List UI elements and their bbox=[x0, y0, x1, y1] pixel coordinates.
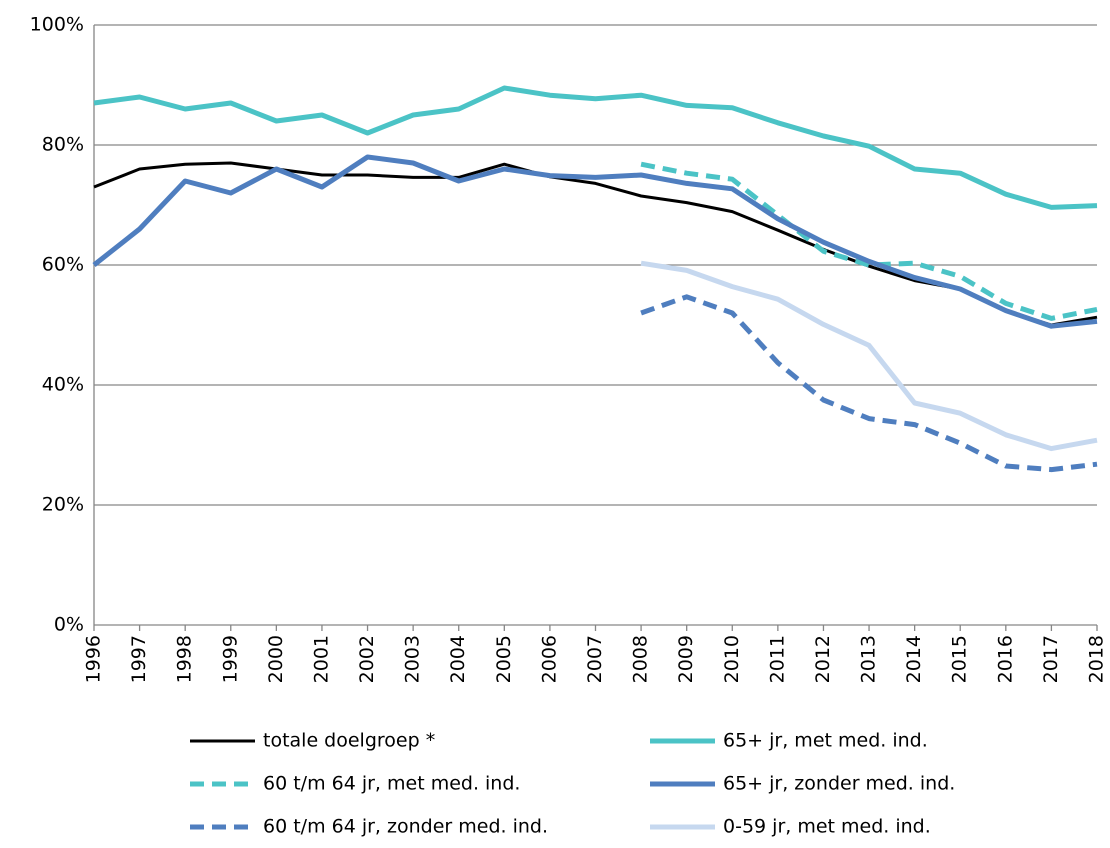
x-tick-label: 2017 bbox=[1040, 635, 1062, 683]
legend-label: 65+ jr, zonder med. ind. bbox=[723, 773, 955, 795]
x-tick-label: 2009 bbox=[675, 635, 697, 683]
x-tick-label: 2015 bbox=[949, 635, 971, 683]
x-tick-label: 1997 bbox=[128, 635, 150, 683]
legend-label: 0-59 jr, met med. ind. bbox=[723, 816, 931, 838]
legend-label: 60 t/m 64 jr, zonder med. ind. bbox=[263, 816, 548, 838]
y-tick-label: 0% bbox=[54, 614, 84, 636]
x-tick-label: 2001 bbox=[310, 635, 332, 683]
y-tick-label: 80% bbox=[42, 134, 84, 156]
x-tick-label: 2004 bbox=[447, 635, 469, 683]
x-tick-label: 2016 bbox=[994, 635, 1016, 683]
legend-label: 60 t/m 64 jr, met med. ind. bbox=[263, 773, 520, 795]
x-tick-label: 2013 bbox=[858, 635, 880, 683]
legend-label: totale doelgroep * bbox=[263, 730, 435, 752]
series-line bbox=[640, 161, 1098, 321]
x-tick-label: 2000 bbox=[265, 635, 287, 683]
x-tick-label: 2003 bbox=[402, 635, 424, 683]
x-tick-label: 2010 bbox=[721, 635, 743, 683]
x-tick-label: 1996 bbox=[83, 635, 105, 683]
x-tick-label: 2002 bbox=[356, 635, 378, 683]
x-tick-label: 1998 bbox=[174, 635, 196, 683]
x-tick-label: 2005 bbox=[493, 635, 515, 683]
legend-label: 65+ jr, met med. ind. bbox=[723, 730, 928, 752]
x-tick-label: 2006 bbox=[538, 635, 560, 683]
x-tick-label: 2014 bbox=[903, 635, 925, 683]
y-tick-label: 100% bbox=[30, 14, 84, 36]
y-tick-label: 20% bbox=[42, 494, 84, 516]
x-tick-label: 2012 bbox=[812, 635, 834, 683]
y-tick-label: 40% bbox=[42, 374, 84, 396]
series-line bbox=[640, 260, 1098, 452]
x-tick-label: 1999 bbox=[219, 635, 241, 683]
x-tick-label: 2011 bbox=[766, 635, 788, 683]
x-tick-label: 2018 bbox=[1086, 635, 1108, 683]
series-line bbox=[92, 154, 1098, 329]
series-line bbox=[93, 85, 1098, 210]
x-tick-label: 2008 bbox=[630, 635, 652, 683]
y-tick-label: 60% bbox=[42, 254, 84, 276]
series-line bbox=[640, 294, 1098, 473]
x-tick-label: 2007 bbox=[584, 635, 606, 683]
